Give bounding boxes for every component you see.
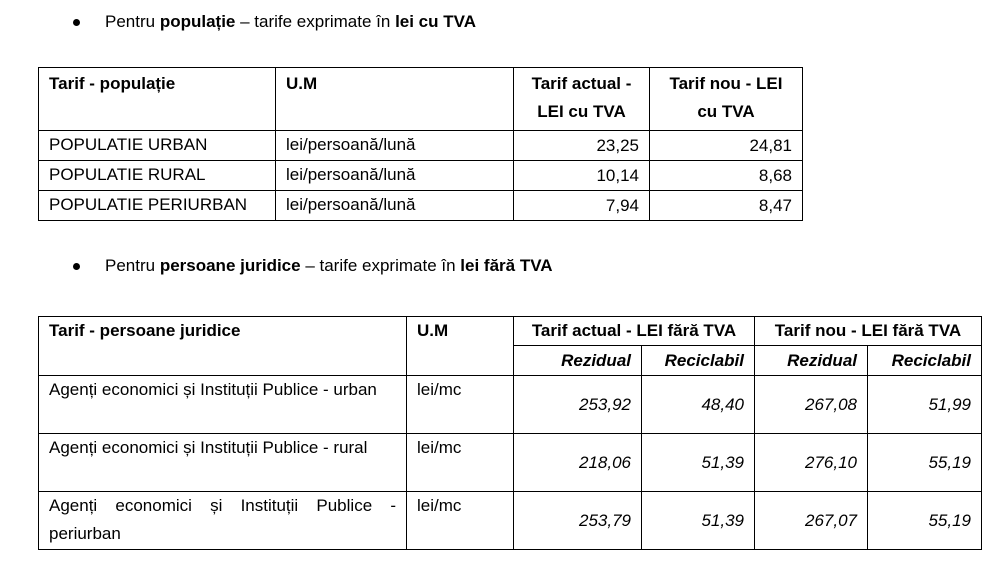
table-row: POPULATIE PERIURBAN lei/persoană/lună 7,…: [38, 190, 803, 221]
row-tarif: Agenți economici și Instituții Publice -…: [38, 491, 407, 550]
table-row: Agenți economici și Instituții Publice -…: [38, 433, 982, 492]
row-tarif-nou: 8,47: [649, 190, 803, 221]
bullet-bold-unit: lei fără TVA: [460, 256, 553, 275]
table-header-row: Tarif - persoane juridice U.M Tarif actu…: [38, 316, 982, 376]
bullet-dot-icon: [73, 263, 80, 270]
row-reciclabil-actual: 51,39: [641, 491, 755, 550]
row-reciclabil-nou: 55,19: [867, 433, 982, 492]
table-row: POPULATIE URBAN lei/persoană/lună 23,25 …: [38, 130, 803, 161]
bullet-bold-subject: persoane juridice: [159, 256, 301, 275]
row-reciclabil-nou: 51,99: [867, 375, 982, 434]
header-tarif-actual: Tarif actual - LEI cu TVA: [513, 67, 650, 131]
header-um: U.M: [275, 67, 514, 131]
header-tarif-nou: Tarif nou - LEI cu TVA: [649, 67, 803, 131]
row-tarif-actual: 7,94: [513, 190, 650, 221]
row-rezidual-actual: 218,06: [513, 433, 642, 492]
row-rezidual-nou: 267,07: [754, 491, 868, 550]
row-tarif: Agenți economici și Instituții Publice -…: [38, 433, 407, 492]
row-rezidual-actual: 253,79: [513, 491, 642, 550]
row-tarif-nou: 8,68: [649, 160, 803, 191]
header-tarif-nou: Tarif nou - LEI fără TVA: [754, 316, 982, 346]
row-um: lei/mc: [406, 433, 514, 492]
row-rezidual-actual: 253,92: [513, 375, 642, 434]
bullet-bold-subject: populație: [159, 12, 236, 31]
row-tarif: POPULATIE URBAN: [38, 130, 276, 161]
row-tarif-actual: 23,25: [513, 130, 650, 161]
row-reciclabil-actual: 51,39: [641, 433, 755, 492]
bullet-middle: – tarife exprimate în: [300, 256, 461, 275]
row-um: lei/persoană/lună: [275, 160, 514, 191]
bullet-dot-icon: [73, 19, 80, 26]
row-tarif: Agenți economici și Instituții Publice -…: [38, 375, 407, 434]
header-tarif: Tarif - persoane juridice: [38, 316, 407, 376]
row-um: lei/mc: [406, 375, 514, 434]
subheader-rezidual-actual: Rezidual: [513, 345, 642, 376]
bullet-prefix: Pentru: [105, 12, 160, 31]
row-rezidual-nou: 276,10: [754, 433, 868, 492]
tarife-persoane-juridice-table: Tarif - persoane juridice U.M Tarif actu…: [38, 316, 982, 550]
row-tarif: POPULATIE PERIURBAN: [38, 190, 276, 221]
row-tarif-actual: 10,14: [513, 160, 650, 191]
row-um: lei/persoană/lună: [275, 130, 514, 161]
table-subheader-row: Rezidual Reciclabil Rezidual Reciclabil: [39, 345, 982, 376]
bullet-text: Pentru populație – tarife exprimate în l…: [105, 11, 476, 33]
tarife-populatie-table: Tarif - populație U.M Tarif actual - LEI…: [38, 67, 803, 221]
table-row: Agenți economici și Instituții Publice -…: [38, 375, 982, 434]
table-header-row: Tarif - populație U.M Tarif actual - LEI…: [38, 67, 803, 131]
header-um: U.M: [406, 316, 514, 376]
row-um: lei/mc: [406, 491, 514, 550]
row-reciclabil-nou: 55,19: [867, 491, 982, 550]
table-row: Agenți economici și Instituții Publice -…: [38, 491, 982, 550]
row-um: lei/persoană/lună: [275, 190, 514, 221]
bullet-text: Pentru persoane juridice – tarife exprim…: [105, 255, 553, 277]
subheader-rezidual-nou: Rezidual: [754, 345, 868, 376]
subheader-reciclabil-actual: Reciclabil: [641, 345, 755, 376]
header-tarif-actual: Tarif actual - LEI fără TVA: [513, 316, 755, 346]
bullet-prefix: Pentru: [105, 256, 160, 275]
row-tarif: POPULATIE RURAL: [38, 160, 276, 191]
row-reciclabil-actual: 48,40: [641, 375, 755, 434]
subheader-reciclabil-nou: Reciclabil: [867, 345, 982, 376]
bullet-middle: – tarife exprimate în: [235, 12, 396, 31]
row-rezidual-nou: 267,08: [754, 375, 868, 434]
bullet-bold-unit: lei cu TVA: [395, 12, 476, 31]
header-tarif: Tarif - populație: [38, 67, 276, 131]
row-tarif-nou: 24,81: [649, 130, 803, 161]
table-row: POPULATIE RURAL lei/persoană/lună 10,14 …: [38, 160, 803, 191]
